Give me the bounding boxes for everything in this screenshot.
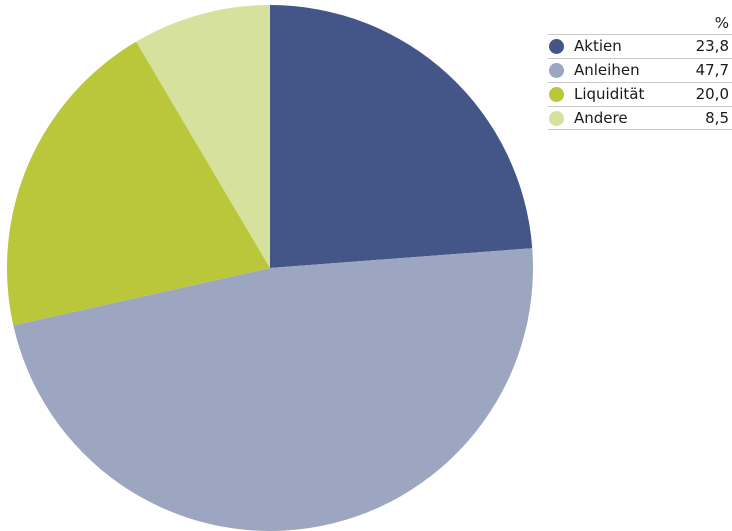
- legend-value-liquiditaet: 20,0: [695, 85, 729, 103]
- legend-unit-header: %: [714, 14, 729, 32]
- legend-swatch-anleihen: [549, 63, 564, 78]
- legend-swatch-liquiditaet: [549, 87, 564, 102]
- legend-row-anleihen: Anleihen 47,7: [548, 58, 732, 82]
- legend-label-anleihen: Anleihen: [574, 61, 640, 79]
- legend-swatch-andere: [549, 111, 564, 126]
- legend-row-aktien: Aktien 23,8: [548, 34, 732, 58]
- legend-row-andere: Andere 8,5: [548, 106, 732, 130]
- legend-label-andere: Andere: [574, 109, 628, 127]
- legend-value-aktien: 23,8: [695, 37, 729, 55]
- pie-slice-aktien: [270, 5, 533, 268]
- legend-value-anleihen: 47,7: [695, 61, 729, 79]
- legend-row-liquiditaet: Liquidität 20,0: [548, 82, 732, 106]
- pie-slice-anleihen: [13, 248, 533, 531]
- pie-slice-liquiditaet: [6, 41, 270, 326]
- legend: % Aktien 23,8 Anleihen 47,7 Liquidität 2…: [548, 12, 732, 130]
- legend-swatch-aktien: [549, 39, 564, 54]
- legend-value-andere: 8,5: [705, 109, 729, 127]
- legend-label-aktien: Aktien: [574, 37, 622, 55]
- legend-label-liquiditaet: Liquidität: [574, 85, 645, 103]
- pie-slice-andere: [136, 5, 270, 268]
